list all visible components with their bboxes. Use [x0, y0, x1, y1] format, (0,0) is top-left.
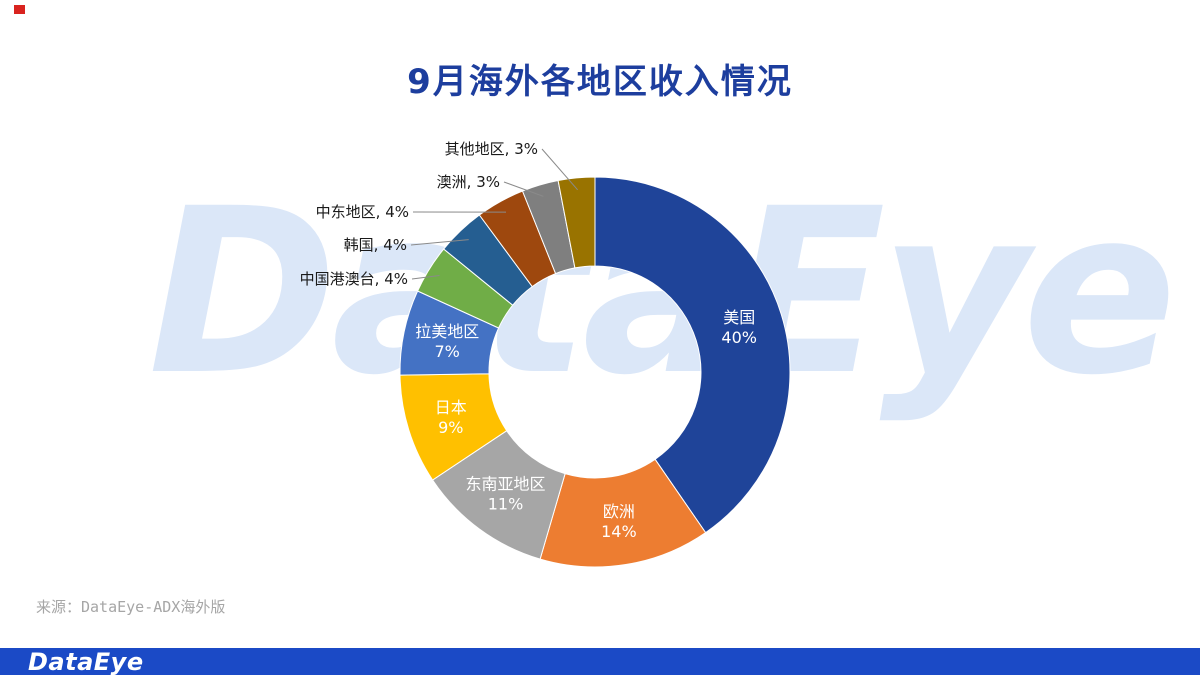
slice-label-outside-7: 中东地区, 4% [316, 203, 409, 221]
source-note: 来源：DataEye-ADX海外版 [36, 598, 226, 616]
slice-label-inside-2: 东南亚地区 11% [465, 475, 545, 514]
slice-label-inside-4: 拉美地区 7% [415, 322, 479, 361]
donut-slice-9 [557, 176, 596, 269]
slice-label-outside-5: 中国港澳台, 4% [300, 270, 408, 288]
slice-label-inside-1: 欧洲 14% [601, 502, 637, 541]
top-left-mark [14, 5, 25, 14]
footer-bar: DataEye [0, 648, 1200, 675]
leader-line-8 [503, 181, 544, 197]
donut-slice-0 [594, 176, 791, 534]
dataeye-logo: DataEye [28, 647, 144, 675]
chart-title: 9月海外各地区收入情况 [407, 62, 793, 102]
leader-line-9 [541, 148, 578, 191]
slice-label-outside-6: 韩国, 4% [344, 236, 407, 254]
slice-label-inside-3: 日本 9% [435, 398, 467, 437]
leader-line-5 [411, 275, 440, 280]
leader-line-6 [410, 239, 469, 246]
slice-label-inside-0: 美国 40% [721, 308, 757, 347]
slice-label-outside-8: 澳洲, 3% [437, 173, 500, 191]
slice-label-outside-9: 其他地区, 3% [445, 140, 538, 158]
